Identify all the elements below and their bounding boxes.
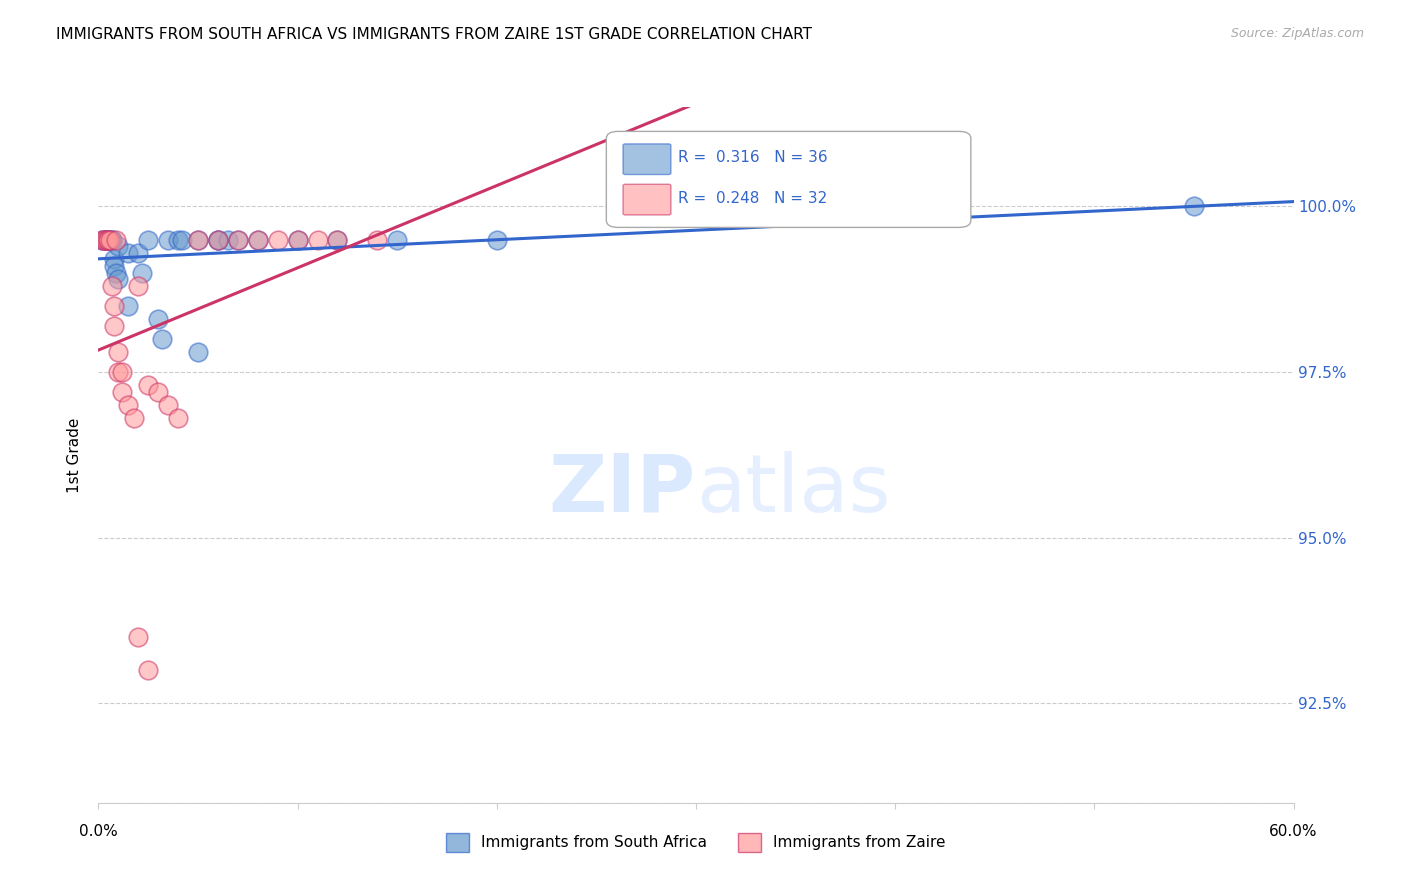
Point bbox=[100, 233, 122, 247]
FancyBboxPatch shape bbox=[606, 131, 970, 227]
Point bbox=[136, 378, 159, 392]
Text: 0.0%: 0.0% bbox=[79, 823, 118, 838]
Point bbox=[91, 233, 114, 247]
Point bbox=[150, 332, 173, 346]
Point bbox=[287, 233, 309, 247]
FancyBboxPatch shape bbox=[623, 144, 671, 175]
Point bbox=[217, 233, 239, 247]
Point bbox=[100, 233, 122, 247]
Point bbox=[187, 233, 209, 247]
Point bbox=[96, 233, 118, 247]
FancyBboxPatch shape bbox=[623, 185, 671, 215]
Text: R =  0.316   N = 36: R = 0.316 N = 36 bbox=[678, 151, 828, 165]
Point bbox=[103, 299, 125, 313]
Point bbox=[117, 299, 139, 313]
Point bbox=[485, 233, 508, 247]
Point bbox=[96, 233, 118, 247]
Point bbox=[97, 233, 120, 247]
Point bbox=[107, 239, 129, 253]
Point bbox=[131, 266, 153, 280]
Text: IMMIGRANTS FROM SOUTH AFRICA VS IMMIGRANTS FROM ZAIRE 1ST GRADE CORRELATION CHAR: IMMIGRANTS FROM SOUTH AFRICA VS IMMIGRAN… bbox=[56, 27, 813, 42]
Point bbox=[111, 365, 134, 379]
Point bbox=[101, 279, 124, 293]
Point bbox=[136, 663, 159, 677]
Point bbox=[1182, 199, 1205, 213]
Point bbox=[117, 245, 139, 260]
Point bbox=[97, 233, 120, 247]
Point bbox=[157, 398, 180, 412]
Point bbox=[207, 233, 229, 247]
Point bbox=[111, 384, 134, 399]
Point bbox=[103, 252, 125, 267]
Point bbox=[107, 272, 129, 286]
Point bbox=[246, 233, 269, 247]
Point bbox=[366, 233, 388, 247]
Point bbox=[103, 259, 125, 273]
Point bbox=[127, 279, 149, 293]
Text: atlas: atlas bbox=[696, 450, 890, 529]
Point bbox=[267, 233, 290, 247]
Point bbox=[101, 233, 124, 247]
Point bbox=[105, 266, 128, 280]
Point bbox=[287, 233, 309, 247]
Point bbox=[172, 233, 194, 247]
Point bbox=[105, 233, 128, 247]
Point bbox=[207, 233, 229, 247]
Point bbox=[107, 365, 129, 379]
Point bbox=[167, 411, 190, 425]
Point bbox=[136, 233, 159, 247]
Point bbox=[127, 630, 149, 644]
Text: ZIP: ZIP bbox=[548, 450, 696, 529]
Point bbox=[93, 233, 115, 247]
Point bbox=[326, 233, 349, 247]
Point bbox=[117, 398, 139, 412]
Point bbox=[93, 233, 115, 247]
Point bbox=[226, 233, 249, 247]
Point bbox=[187, 345, 209, 359]
Point bbox=[307, 233, 329, 247]
Point bbox=[385, 233, 409, 247]
Point bbox=[127, 245, 149, 260]
Point bbox=[157, 233, 180, 247]
Point bbox=[103, 318, 125, 333]
Legend: Immigrants from South Africa, Immigrants from Zaire: Immigrants from South Africa, Immigrants… bbox=[440, 827, 952, 858]
Point bbox=[207, 233, 229, 247]
Point bbox=[326, 233, 349, 247]
Point bbox=[226, 233, 249, 247]
Point bbox=[187, 233, 209, 247]
Point bbox=[167, 233, 190, 247]
Point bbox=[101, 233, 124, 247]
Point bbox=[124, 411, 146, 425]
Point bbox=[107, 345, 129, 359]
Point bbox=[148, 384, 170, 399]
Point bbox=[96, 233, 118, 247]
Point bbox=[97, 233, 120, 247]
Text: R =  0.248   N = 32: R = 0.248 N = 32 bbox=[678, 191, 827, 206]
Text: Source: ZipAtlas.com: Source: ZipAtlas.com bbox=[1230, 27, 1364, 40]
Y-axis label: 1st Grade: 1st Grade bbox=[67, 417, 83, 492]
Text: 60.0%: 60.0% bbox=[1270, 823, 1317, 838]
Point bbox=[97, 233, 120, 247]
Point bbox=[91, 233, 114, 247]
Point bbox=[246, 233, 269, 247]
Point bbox=[148, 312, 170, 326]
